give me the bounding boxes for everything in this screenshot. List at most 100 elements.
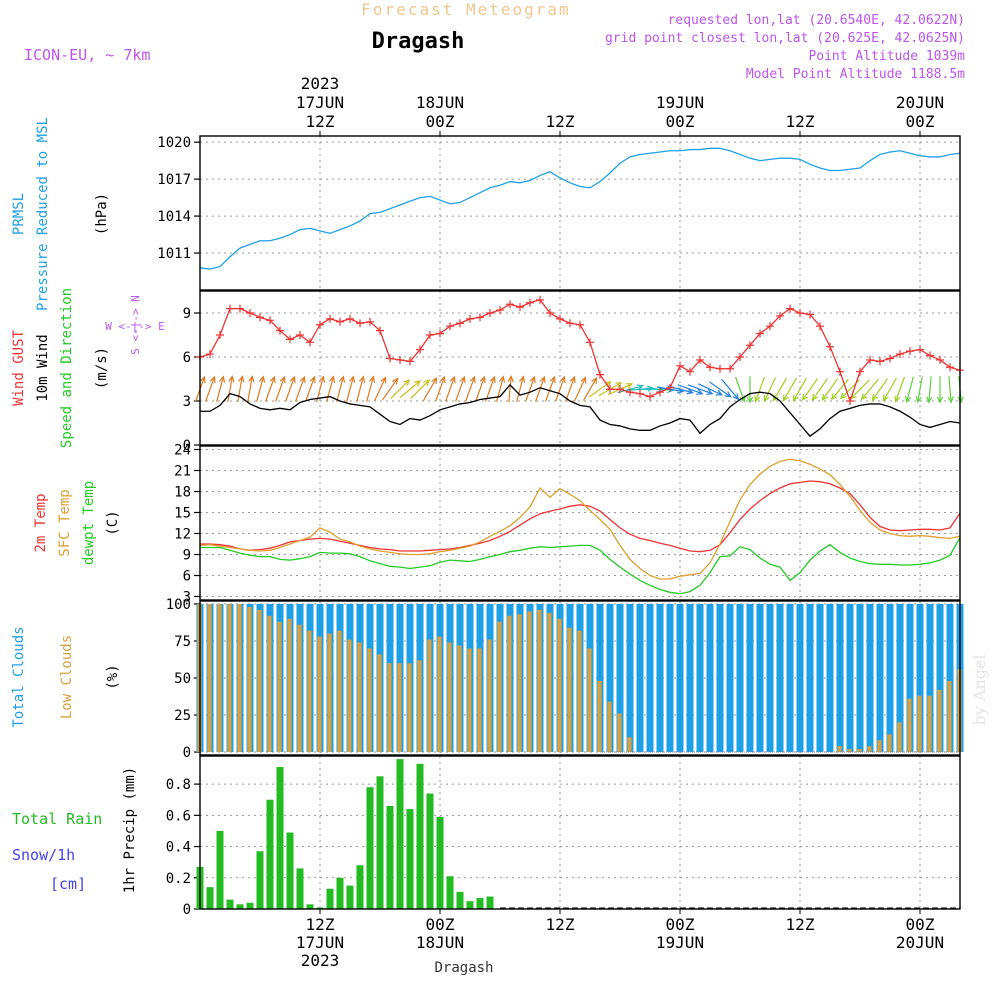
gust-marker	[356, 319, 364, 328]
wind-arrow-head	[358, 375, 366, 383]
gust-marker	[456, 319, 464, 328]
low-cloud-bar	[907, 698, 912, 753]
top-time-label: 17JUN	[296, 93, 344, 112]
series-line-0	[200, 480, 961, 553]
wind-arrow-head	[792, 394, 799, 402]
wind-arrow-head	[754, 395, 761, 403]
gust-marker	[296, 331, 304, 339]
wind-arrow-head	[569, 375, 576, 384]
top-time-label: 12Z	[306, 112, 335, 131]
gust-marker	[506, 300, 514, 309]
wind-arrow-head	[309, 375, 316, 384]
rain-bar	[476, 898, 484, 909]
low-cloud-bar	[287, 618, 292, 753]
gust-marker	[636, 389, 644, 398]
bottom-time-label: 00Z	[666, 915, 695, 934]
panel-2: 3 6 9 12 15 18 21 24	[174, 443, 961, 606]
rain-bar	[266, 799, 274, 909]
wind-arrow-head	[258, 375, 266, 383]
gust-marker	[686, 367, 694, 376]
panel-frame	[199, 755, 961, 910]
low-cloud-bar	[487, 639, 492, 753]
total-cloud-bar	[826, 603, 834, 753]
model-point-altitude: Model Point Altitude 1188.5m	[746, 67, 965, 82]
gust-marker	[586, 338, 594, 347]
low-cloud-bar	[837, 746, 842, 753]
bottom-time-label: 00Z	[426, 915, 455, 934]
rain-bar	[486, 896, 494, 909]
gust-marker	[246, 309, 254, 317]
gust-marker	[806, 310, 814, 319]
gust-marker	[796, 309, 804, 317]
wind-arrow-head	[636, 384, 644, 391]
gust-marker	[866, 355, 874, 364]
wind-arrow-head	[518, 375, 526, 383]
watermark: by Angel	[970, 654, 989, 725]
gust-marker	[466, 314, 474, 323]
wind-arrow-head	[238, 375, 245, 383]
low-cloud-bar	[327, 633, 332, 753]
low-cloud-bar	[357, 642, 362, 753]
y-tick-label: 21	[174, 464, 191, 480]
gust-marker	[536, 295, 544, 304]
wind-arrow-head	[957, 396, 964, 404]
low-cloud-bar	[877, 740, 882, 753]
total-cloud-bar	[706, 603, 714, 753]
wind-arrow-head	[439, 375, 446, 384]
wind-arrow	[496, 376, 504, 402]
wind-arrow-head	[604, 381, 612, 388]
wind-arrow	[763, 377, 777, 402]
wind-arrow-head	[269, 375, 276, 384]
gust-marker	[366, 317, 374, 326]
wind-arrow-head	[218, 375, 226, 383]
low-cloud-bar	[887, 734, 892, 753]
rain-bar	[396, 759, 404, 909]
panel-1: 0 3 6 9	[183, 290, 964, 454]
wind-arrow-head	[469, 375, 476, 384]
wind-arrow-head	[199, 375, 206, 384]
top-time-label: 2023	[301, 74, 340, 93]
rain-bar	[386, 805, 394, 909]
wind-arrow	[524, 376, 536, 402]
y-tick-label: 75	[174, 634, 191, 650]
total-cloud-bar	[666, 603, 674, 753]
low-cloud-bar	[397, 663, 402, 753]
wind-arrow	[474, 376, 486, 402]
wind-arrow-head	[696, 388, 704, 395]
y-tick-label: 1020	[157, 135, 191, 151]
gust-marker	[616, 385, 624, 394]
low-cloud-bar	[267, 615, 272, 753]
series-line-0	[199, 299, 961, 404]
total-cloud-bar	[696, 603, 704, 753]
gust-marker	[346, 314, 354, 323]
low-cloud-bar	[377, 654, 382, 753]
gust-marker	[736, 353, 744, 361]
low-cloud-bar	[207, 603, 212, 753]
y-tick-label: 3	[183, 394, 191, 410]
wind-arrow	[677, 384, 703, 395]
wind-arrow-head	[882, 394, 889, 402]
wind-arrow-head	[529, 375, 536, 384]
y-tick-label: 25	[174, 708, 191, 724]
precip-unit: 1hr Precip (mm)	[122, 767, 138, 893]
wind-arrow	[264, 376, 276, 402]
low-cloud-bar	[587, 648, 592, 753]
low-cloud-bar	[507, 615, 512, 753]
low-cloud-bar	[307, 630, 312, 753]
gust-marker	[486, 309, 494, 317]
rain-bar	[316, 907, 324, 909]
gust-marker	[286, 335, 294, 344]
gust-marker	[926, 351, 934, 360]
low-cloud-bar	[917, 695, 922, 753]
wind-arrow-head	[580, 376, 587, 384]
bottom-time-label: 2023	[301, 951, 340, 970]
series-line-0	[199, 147, 961, 270]
wind-arrow-head	[423, 379, 431, 386]
wind-arrow-head	[209, 375, 216, 384]
wind-arrow	[894, 376, 906, 402]
wind-arrow-head	[539, 375, 546, 384]
low-cloud-bar	[947, 680, 952, 753]
wind-arrow	[444, 376, 456, 402]
low-cloud-bar	[607, 701, 612, 753]
wind-arrow	[399, 380, 421, 399]
